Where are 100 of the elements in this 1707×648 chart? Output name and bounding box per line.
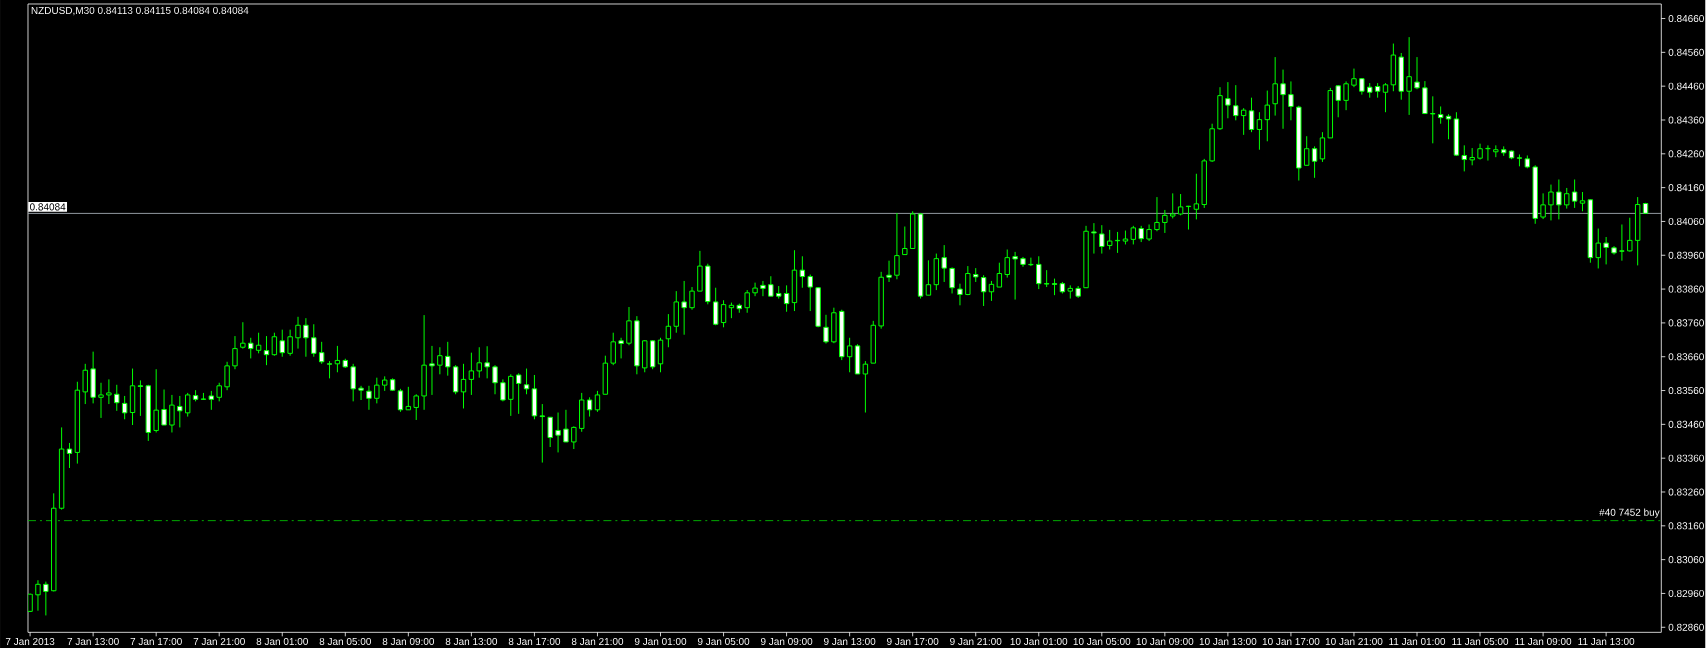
candlestick — [161, 388, 167, 426]
candlestick — [177, 395, 183, 428]
x-tick-label: 10 Jan 05:00 — [1073, 637, 1131, 645]
candlestick — [216, 382, 222, 402]
x-tick-label: 9 Jan 09:00 — [760, 637, 813, 645]
x-tick-label: 8 Jan 01:00 — [256, 637, 308, 645]
x-tick-label: 9 Jan 21:00 — [950, 637, 1002, 645]
candlestick — [665, 313, 672, 348]
candlestick — [1564, 187, 1570, 209]
candlestick — [1240, 107, 1247, 136]
candlestick — [1311, 145, 1318, 179]
candlestick — [894, 212, 900, 280]
y-tick-label: 0.84660 — [1668, 14, 1704, 22]
x-tick-label: 7 Jan 21:00 — [193, 637, 245, 645]
candlestick — [35, 579, 41, 612]
candlestick — [1099, 224, 1105, 254]
candlestick — [886, 260, 892, 283]
candlestick — [1445, 113, 1452, 140]
candlestick — [1036, 255, 1042, 290]
candlestick — [586, 396, 593, 417]
x-tick-label: 11 Jan 09:00 — [1515, 637, 1572, 645]
y-tick-label: 0.84560 — [1668, 48, 1704, 56]
candlestick — [153, 368, 159, 433]
candlestick — [1319, 131, 1326, 163]
candlestick — [1233, 84, 1239, 121]
candlestick — [1256, 111, 1263, 151]
x-tick-label: 10 Jan 09:00 — [1136, 637, 1194, 645]
candlestick — [1548, 183, 1554, 221]
candlestick — [476, 346, 482, 379]
candlestick — [137, 379, 144, 417]
candlestick — [807, 273, 813, 312]
candlestick — [1430, 95, 1436, 144]
candlestick — [657, 337, 664, 373]
candlestick — [429, 345, 435, 396]
candlestick — [846, 337, 853, 373]
candlestick — [1154, 196, 1160, 232]
x-tick-label: 11 Jan 01:00 — [1389, 637, 1446, 645]
y-tick-label: 0.83660 — [1668, 353, 1704, 361]
y-tick-label: 0.82960 — [1668, 589, 1704, 597]
candlestick — [1556, 178, 1562, 220]
y-tick-label: 0.82860 — [1668, 623, 1704, 631]
y-tick-label: 0.83460 — [1668, 420, 1704, 428]
x-tick-label: 8 Jan 09:00 — [382, 637, 435, 645]
x-tick-label: 10 Jan 17:00 — [1262, 637, 1320, 645]
y-tick-label: 0.83960 — [1668, 251, 1704, 259]
candlestick — [114, 384, 120, 412]
candlestick — [437, 346, 443, 375]
candlestick — [949, 266, 955, 294]
candlestick — [610, 332, 616, 366]
candlestick — [184, 392, 191, 417]
y-tick-label: 0.83160 — [1668, 522, 1704, 530]
x-tick-label: 9 Jan 05:00 — [697, 637, 750, 645]
candlestick — [287, 329, 293, 357]
candlestick — [508, 373, 514, 417]
candlestick — [208, 390, 215, 411]
candlestick — [413, 393, 419, 421]
candlestick — [169, 394, 175, 433]
candlestick — [799, 255, 806, 289]
candlestick — [263, 335, 270, 366]
x-tick-label: 7 Jan 13:00 — [67, 637, 119, 645]
candlestick — [862, 360, 869, 413]
candlestick — [311, 323, 317, 358]
candlestick — [224, 361, 230, 391]
x-tick-label: 8 Jan 21:00 — [571, 637, 624, 645]
candlestick — [681, 280, 687, 336]
x-tick-label: 8 Jan 17:00 — [508, 637, 561, 645]
x-tick-label: 8 Jan 05:00 — [319, 637, 371, 645]
candlestick — [957, 283, 963, 306]
candlestick — [547, 416, 553, 448]
candlestick — [1335, 84, 1341, 118]
candlestick — [902, 225, 908, 255]
candlestick — [571, 425, 577, 450]
candlestick — [66, 442, 73, 469]
candlestick — [720, 299, 727, 328]
candlestick — [303, 317, 309, 358]
candlestick — [996, 262, 1003, 288]
x-tick-label: 9 Jan 17:00 — [887, 637, 939, 645]
chart-title: NZDUSD,M30 0.84113 0.84115 0.84084 0.84084 — [31, 6, 249, 16]
candlestick — [1280, 68, 1286, 130]
candlestick — [1627, 217, 1633, 252]
candlestick — [1595, 227, 1601, 269]
candlestick — [279, 329, 285, 358]
candlestick — [626, 306, 632, 346]
candlestick — [492, 364, 498, 395]
candlestick — [295, 316, 301, 349]
candlestick — [1540, 192, 1546, 220]
candlestick — [555, 411, 561, 453]
candlestick — [1343, 80, 1349, 111]
ref-line-label: 0.84084 — [29, 203, 66, 211]
x-tick-label: 11 Jan 05:00 — [1452, 637, 1509, 645]
candlestick — [1406, 36, 1412, 116]
x-tick-label: 10 Jan 13:00 — [1199, 637, 1257, 645]
candlestick — [248, 337, 254, 359]
candlestick — [563, 409, 569, 443]
x-tick-label: 7 Jan 17:00 — [130, 637, 182, 645]
candlestick — [760, 280, 766, 297]
candlestick — [232, 335, 238, 370]
candlestick — [82, 363, 88, 405]
candlestick — [1382, 82, 1389, 113]
candlestick — [1004, 248, 1010, 278]
